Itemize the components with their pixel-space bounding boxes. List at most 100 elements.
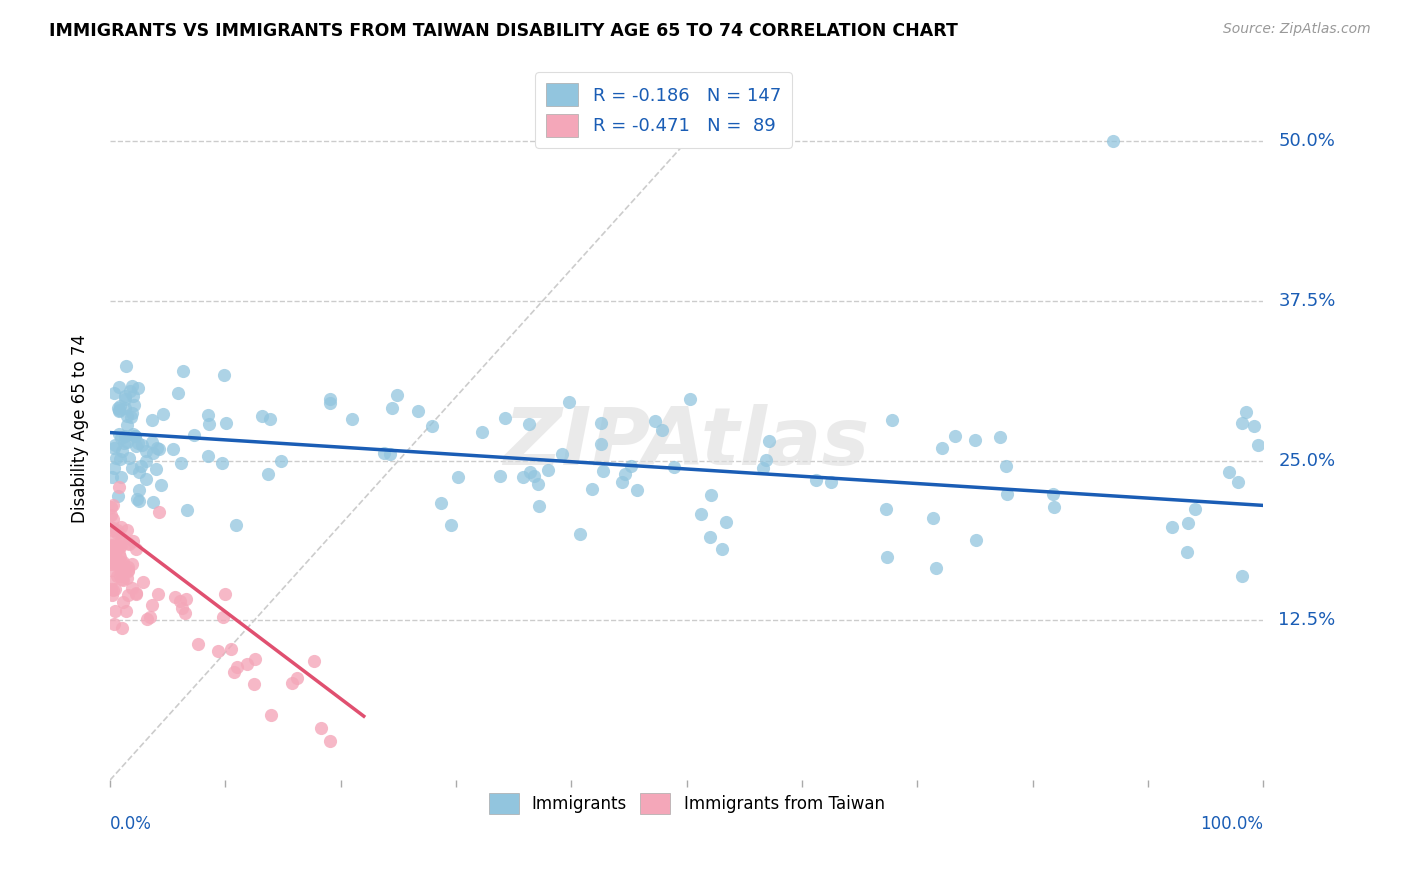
Point [495,411,517,425]
Point [110,519,132,533]
Point [169,593,191,607]
Point [925,560,948,574]
Point [141,598,163,612]
Point [211,456,233,470]
Point [101,512,124,526]
Point [875,501,897,516]
Point [110,533,132,547]
Point [117,524,139,538]
Point [118,384,141,398]
Point [117,564,139,578]
Point [117,588,139,602]
Point [440,518,463,533]
Text: IMMIGRANTS VS IMMIGRANTS FROM TAIWAN DISABILITY AGE 65 TO 74 CORRELATION CHART: IMMIGRANTS VS IMMIGRANTS FROM TAIWAN DIS… [49,22,957,40]
Point [626,483,648,498]
Point [121,557,143,571]
Point [170,456,193,470]
Point [714,515,737,529]
Point [122,426,145,441]
Point [146,587,169,601]
Point [115,417,138,432]
Point [100,545,122,559]
Point [387,388,409,402]
Point [755,453,778,467]
Point [965,533,987,548]
Point [110,549,132,564]
Legend: Immigrants, Immigrants from Taiwan: Immigrants, Immigrants from Taiwan [482,786,891,821]
Point [651,423,673,437]
Point [1177,516,1199,530]
Point [319,392,342,406]
Point [931,441,953,455]
Point [145,461,167,475]
Point [219,642,242,657]
Point [114,429,136,443]
Point [104,555,127,569]
Point [172,364,194,378]
Text: 0.0%: 0.0% [110,815,152,833]
Point [100,582,122,596]
Point [285,671,308,685]
Point [225,518,247,533]
Point [471,425,494,440]
Point [111,533,134,547]
Point [187,636,209,650]
Point [319,395,342,409]
Point [922,510,945,524]
Point [128,483,150,498]
Point [167,385,190,400]
Text: ZIPAtlas: ZIPAtlas [503,404,870,482]
Point [121,406,143,420]
Point [141,412,163,426]
Point [1226,475,1249,490]
Point [197,450,219,464]
Point [145,442,167,456]
Point [536,463,558,477]
Point [100,533,122,547]
Point [512,469,534,483]
Point [699,488,721,502]
Point [173,606,195,620]
Point [1161,520,1184,534]
Point [103,386,125,401]
Point [115,434,138,449]
Point [112,594,135,608]
Point [679,392,702,407]
Point [110,573,132,587]
Point [107,523,129,537]
Point [101,588,124,602]
Point [690,507,713,521]
Point [105,450,128,465]
Point [108,404,131,418]
Point [125,541,148,556]
Point [131,458,153,473]
Point [699,530,721,544]
Point [110,470,132,484]
Point [592,464,614,478]
Point [138,609,160,624]
Point [550,447,572,461]
Point [183,428,205,442]
Point [270,454,292,468]
Point [373,446,395,460]
Point [127,435,149,450]
Point [710,541,733,556]
Point [207,644,229,658]
Point [1243,419,1265,434]
Point [148,505,170,519]
Point [527,477,550,491]
Point [128,466,150,480]
Point [995,487,1018,501]
Y-axis label: Disability Age 65 to 74: Disability Age 65 to 74 [72,334,89,524]
Point [111,444,134,458]
Point [107,540,129,554]
Point [111,573,134,587]
Point [100,500,122,514]
Point [111,560,134,574]
Point [523,469,546,483]
Point [100,557,122,571]
Point [612,475,634,489]
Point [125,587,148,601]
Point [990,429,1012,443]
Point [142,495,165,509]
